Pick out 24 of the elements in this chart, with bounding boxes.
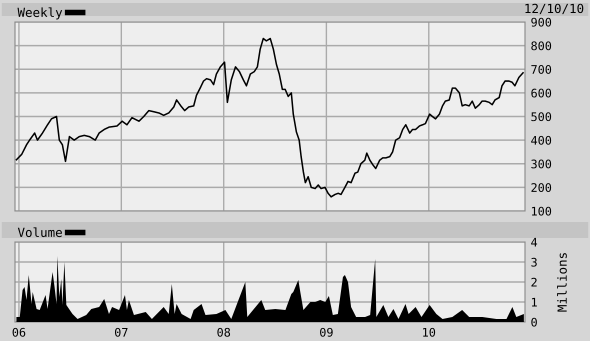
x-tick-label: 08: [217, 328, 230, 337]
y-tick-label: 300: [531, 160, 552, 168]
y-tick-label: 4: [531, 238, 538, 247]
y-tick-label: 500: [531, 112, 552, 122]
y-tick-label: 3: [531, 258, 537, 267]
y-tick-label: 0: [531, 318, 537, 327]
y-tick-label: 900: [531, 18, 552, 27]
y-tick-label: 1: [532, 298, 537, 307]
y-tick-label: 800: [531, 41, 552, 50]
x-tick-label: 07: [114, 328, 128, 337]
x-tick-label: 06: [12, 328, 26, 337]
y-tick-label: 2: [531, 278, 537, 287]
line-series: [16, 38, 524, 198]
legend-label: Volume: [18, 227, 62, 238]
x-tick-label: 09: [320, 328, 333, 337]
y2-axis-title: Millions: [557, 253, 567, 312]
y-tick-label: 100: [532, 206, 552, 216]
y-tick-label: 200: [531, 183, 552, 192]
x-tick-label: 10: [423, 328, 436, 337]
y-tick-label: 600: [531, 88, 552, 98]
text: 12/10/10: [525, 4, 584, 14]
legend-label: Weekly: [18, 7, 62, 20]
y-tick-label: 400: [531, 136, 552, 145]
y-tick-label: 700: [531, 65, 552, 74]
